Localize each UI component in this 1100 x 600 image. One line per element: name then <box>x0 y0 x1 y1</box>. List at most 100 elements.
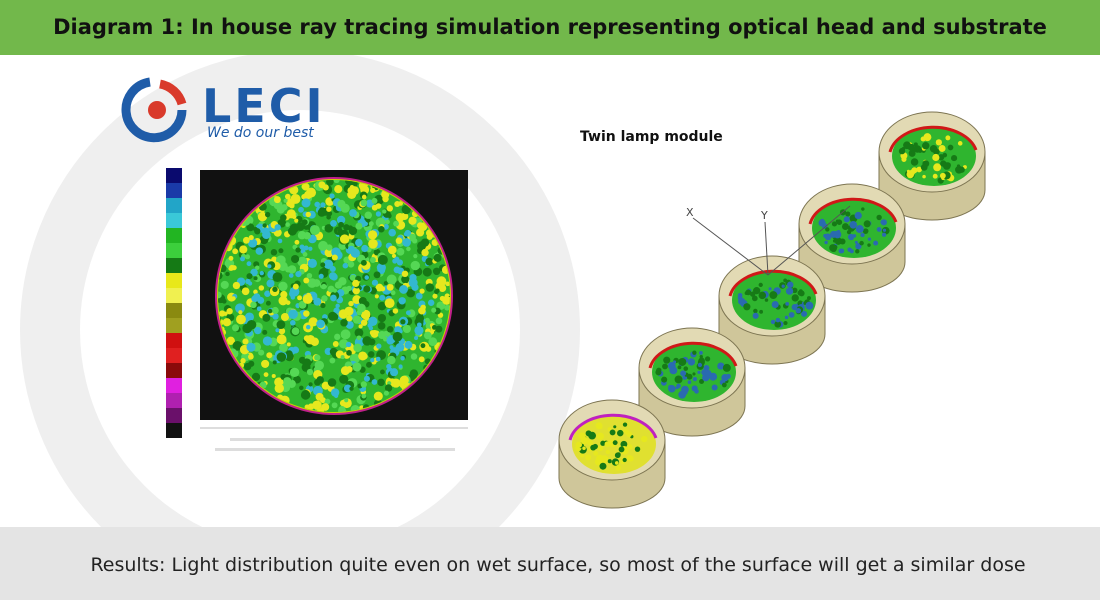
speckle <box>391 253 397 259</box>
speckle <box>584 454 592 461</box>
speckle <box>947 144 954 151</box>
speckle <box>357 303 366 313</box>
speckle <box>607 427 612 432</box>
speckle <box>920 136 926 142</box>
speckle <box>605 449 611 455</box>
speckle <box>223 311 228 316</box>
speckle <box>349 185 355 190</box>
speckle <box>859 240 864 246</box>
speckle <box>709 372 718 381</box>
speckle <box>753 287 761 295</box>
speckle <box>295 247 301 253</box>
speckle <box>922 174 926 179</box>
speckle <box>662 363 668 370</box>
speckle <box>254 265 260 270</box>
speckle <box>418 307 426 315</box>
speckle <box>387 355 396 365</box>
speckle <box>352 315 362 324</box>
speckle <box>266 352 273 359</box>
colorbar-cell <box>166 168 182 183</box>
speckle <box>257 211 268 222</box>
speckle <box>278 248 284 254</box>
speckle <box>913 142 918 147</box>
speckle <box>253 289 258 295</box>
speckle <box>622 457 627 463</box>
speckle <box>342 262 349 269</box>
speckle <box>255 247 264 255</box>
speckle <box>316 319 325 329</box>
speckle <box>415 292 423 300</box>
speckle <box>615 464 621 471</box>
speckle <box>371 279 379 286</box>
speckle <box>280 290 288 299</box>
colorbar-cell <box>166 183 182 198</box>
speckle <box>377 321 386 330</box>
speckle <box>848 233 855 241</box>
speckle <box>276 352 287 362</box>
speckle <box>798 290 805 297</box>
speckle <box>358 324 363 329</box>
speckle <box>370 357 375 363</box>
speckle <box>386 274 397 285</box>
speckle <box>674 375 683 384</box>
speckle <box>677 365 682 370</box>
speckle <box>917 148 923 153</box>
speckle <box>314 354 321 361</box>
speckle <box>271 256 278 263</box>
speckle <box>285 222 290 227</box>
speckle <box>292 346 300 354</box>
speckle <box>247 238 258 248</box>
speckle <box>876 214 882 221</box>
speckle <box>626 454 632 460</box>
colorbar-cell <box>166 393 182 408</box>
speckle <box>302 294 313 304</box>
speckle <box>314 201 321 208</box>
speckle <box>305 211 312 218</box>
colorbar-cell <box>166 363 182 378</box>
speckle <box>270 249 278 256</box>
colorbar-cell <box>166 333 182 348</box>
speckle <box>353 343 362 353</box>
speckle <box>231 296 236 301</box>
speckle <box>768 287 772 291</box>
speckle <box>392 331 403 342</box>
speckle <box>855 249 860 254</box>
speckle <box>368 316 378 326</box>
speckle <box>845 211 851 217</box>
speckle <box>386 337 395 345</box>
speckle <box>839 248 845 254</box>
speckle <box>916 166 923 173</box>
speckle <box>388 228 396 237</box>
speckle <box>314 360 325 371</box>
speckle <box>295 270 302 278</box>
speckle <box>346 315 353 322</box>
speckle <box>951 155 958 162</box>
speckle <box>867 243 871 247</box>
speckle <box>240 256 245 262</box>
speckle <box>302 252 308 257</box>
speckle <box>343 224 350 231</box>
speckle <box>607 459 612 464</box>
speckle <box>749 291 756 297</box>
plot-rim <box>215 177 453 415</box>
speckle <box>751 295 758 302</box>
speckle <box>788 311 795 318</box>
speckle <box>687 358 696 366</box>
speckle <box>246 342 256 352</box>
speckle <box>764 298 769 302</box>
speckle <box>399 285 408 294</box>
speckle <box>339 374 349 384</box>
speckle <box>362 336 372 346</box>
speckle <box>680 370 687 377</box>
speckle <box>258 349 265 356</box>
speckle <box>308 246 313 251</box>
speckle <box>722 363 731 372</box>
speckle <box>299 385 304 391</box>
speckle-field <box>218 180 450 412</box>
speckle <box>604 441 611 448</box>
speckle <box>806 296 811 301</box>
speckle <box>432 293 438 299</box>
speckle <box>259 270 264 276</box>
speckle <box>278 296 288 306</box>
speckle <box>701 369 708 376</box>
